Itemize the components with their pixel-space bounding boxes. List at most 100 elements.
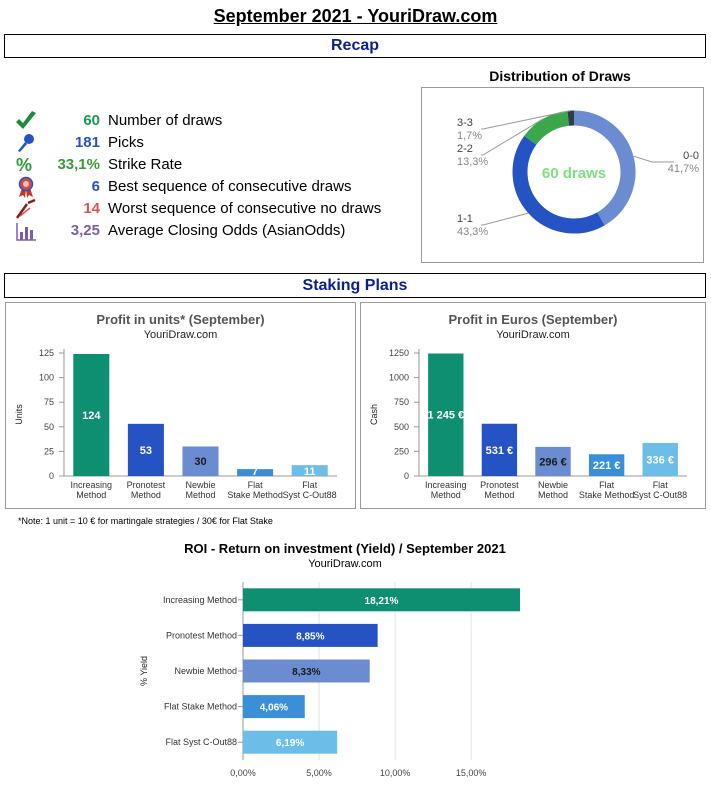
donut-slice-percent: 1,7% [457,130,482,142]
y-tick-label: Newbie Method [174,666,237,676]
bar-value-label: 11 [304,466,316,478]
x-tick-label: Increasing [425,480,467,490]
x-tick-label: Method [538,490,568,500]
recap-stats: 60 Number of draws 181 Picks% 33,1% Strike Ra… [14,110,414,242]
y-axis-label: Cash [369,404,379,425]
staking-section-header: Staking Plans [4,273,706,298]
bar-value-label: 53 [140,445,152,457]
stat-label: Average Closing Odds (AsianOdds) [108,222,346,239]
x-tick-label: Method [431,490,461,500]
bar-value-label: 18,21% [365,596,399,607]
bar-value-label: 8,33% [292,667,320,678]
bar [428,353,464,476]
bar [243,659,370,683]
roi-chart-title: ROI - Return on investment (Yield) / Sep… [184,541,506,556]
stat-label: Worst sequence of consecutive no draws [108,200,382,217]
broken-pen-icon [14,198,38,220]
x-tick-label: Flat [302,480,318,490]
x-tick-label: 15,00% [456,768,487,778]
y-tick-label: 1000 [389,373,409,383]
x-tick-label: Flat [653,480,669,490]
donut-slice-name: 1-1 [457,213,473,225]
bar-value-label: 6,19% [276,738,304,749]
bar-chart-icon [14,220,38,242]
stat-row: 6 Best sequence of consecutive draws [14,176,414,198]
stat-value: 33,1% [57,156,100,173]
y-tick-label: 0 [49,471,54,481]
x-tick-label: Pronotest [480,480,519,490]
bar-value-label: 30 [194,456,206,468]
y-tick-label: 25 [44,446,54,456]
profit-euros-chart: Profit in Euros (September) YouriDraw.com… [369,312,687,500]
checkmark-icon [14,110,38,132]
stat-value: 181 [74,134,100,151]
donut-slice-name: 3-3 [457,117,473,129]
stat-value: 60 [83,112,100,129]
x-tick-label: Increasing [71,480,113,490]
donut-slice-name: 0-0 [683,150,699,162]
stat-row: 14 Worst sequence of consecutive no draws [14,198,414,220]
x-tick-label: Pronotest [127,480,166,490]
donut-leader-line [481,212,529,226]
y-tick-label: 100 [39,373,54,383]
x-tick-label: Syst C-Out88 [283,490,337,500]
units-note: *Note: 1 unit = 10 € for martingale stra… [18,516,273,526]
x-tick-label: Syst C-Out88 [633,490,687,500]
award-ribbon-icon [14,176,38,198]
stat-label: Picks [108,134,144,151]
bar [243,730,338,754]
bar-value-label: 336 € [646,454,674,466]
bar [535,446,571,476]
x-tick-label: Stake Method [579,490,635,500]
donut-slice-percent: 13,3% [457,156,488,168]
bar [73,353,110,476]
donut-leader-line [633,155,674,163]
stat-label: Strike Rate [108,156,183,173]
svg-text:%: % [16,155,32,175]
chart-title: Profit in Euros (September) [448,312,617,327]
x-tick-label: 5,00% [306,768,332,778]
stat-label: Best sequence of consecutive draws [108,178,352,195]
bar [243,588,520,612]
x-tick-label: Method [484,490,514,500]
x-tick-label: Method [185,490,215,500]
y-tick-label: Pronotest Method [166,630,237,640]
chart-title: Profit in units* (September) [96,312,264,327]
stat-label: Number of draws [108,112,223,129]
bar [243,695,305,719]
roi-chart-subtitle: YouriDraw.com [308,558,382,570]
chart-subtitle: YouriDraw.com [144,329,218,341]
x-tick-label: Method [76,490,106,500]
stat-value: 14 [83,200,100,217]
percent-icon: % [14,154,38,176]
recap-section-header: Recap [4,34,706,58]
bar-value-label: 4,06% [260,703,288,714]
bar [182,446,219,476]
bar-value-label: 124 [82,410,101,422]
donut-chart-panel: 60 draws 0-0 41,7% 1-1 43,3% 2-2 13,3% 3-3 1,7% [421,87,704,263]
bar [481,423,518,476]
donut-slice-1-1 [512,135,605,234]
y-tick-label: 1250 [389,348,409,358]
y-tick-label: 125 [39,348,54,358]
y-tick-label: Increasing Method [163,595,237,605]
y-tick-label: 750 [394,397,409,407]
donut-chart-title: Distribution of Draws [489,68,631,84]
stat-value: 3,25 [70,222,100,239]
y-tick-label: 250 [394,446,409,456]
x-tick-label: 10,00% [380,768,411,778]
x-tick-label: Newbie [185,480,215,490]
profit-units-chart: Profit in units* (September) YouriDraw.co… [14,312,337,500]
y-tick-label: 75 [44,397,54,407]
bar [127,423,164,476]
roi-chart: 0,00% 5,00% 10,00% 15,00% % Yield 18,21% Incre… [139,582,520,778]
stat-value: 6 [91,178,100,195]
stat-row: 3,25 Average Closing Odds (AsianOdds) [14,220,414,242]
donut-slice-percent: 41,7% [668,163,699,175]
bar-value-label: 221 € [593,460,621,472]
bar-value-label: 7 [252,466,258,478]
bar [291,465,328,476]
donut-center-label: 60 draws [542,165,606,182]
x-tick-label: Method [131,490,161,500]
page-title: September 2021 - YouriDraw.com [213,6,498,26]
